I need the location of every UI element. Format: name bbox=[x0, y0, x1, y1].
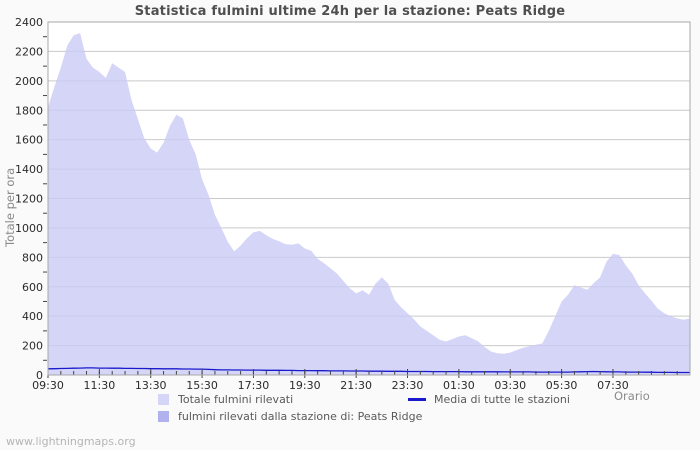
y-tick-label: 1400 bbox=[15, 163, 43, 176]
chart-title: Statistica fulmini ultime 24h per la sta… bbox=[134, 4, 566, 19]
legend-label-media: Media di tutte le stazioni bbox=[434, 393, 570, 406]
y-tick-label: 1000 bbox=[15, 222, 43, 235]
y-tick-label: 1200 bbox=[15, 193, 43, 206]
x-tick-label: 09:30 bbox=[32, 379, 64, 392]
legend-item-total: Totale fulmini rilevati bbox=[158, 393, 293, 406]
y-tick-label: 0 bbox=[36, 369, 43, 382]
x-tick-label: 01:30 bbox=[443, 379, 475, 392]
legend-label-total: Totale fulmini rilevati bbox=[178, 393, 294, 406]
y-tick-label: 2200 bbox=[15, 45, 43, 58]
legend-item-station: fulmini rilevati dalla stazione di: Peat… bbox=[158, 410, 422, 423]
y-tick-label: 600 bbox=[22, 281, 43, 294]
y-tick-label: 1800 bbox=[15, 104, 43, 117]
y-tick-label: 1600 bbox=[15, 134, 43, 147]
y-tick-label: 200 bbox=[22, 340, 43, 353]
watermark: www.lightningmaps.org bbox=[6, 435, 136, 448]
x-tick-label: 21:30 bbox=[340, 379, 372, 392]
y-tick-label: 2000 bbox=[15, 75, 43, 88]
x-tick-label: 13:30 bbox=[135, 379, 167, 392]
x-tick-label: 19:30 bbox=[289, 379, 321, 392]
media-line-swatch bbox=[408, 398, 426, 401]
total-area bbox=[48, 33, 690, 375]
total-area-swatch bbox=[158, 394, 169, 405]
x-axis-title: Orario bbox=[614, 389, 650, 403]
y-tick-label: 400 bbox=[22, 310, 43, 323]
x-tick-label: 17:30 bbox=[238, 379, 270, 392]
station-area-swatch bbox=[158, 411, 169, 422]
y-tick-label: 2400 bbox=[15, 16, 43, 29]
x-tick-label: 03:30 bbox=[494, 379, 526, 392]
y-tick-label: 800 bbox=[22, 251, 43, 264]
legend-label-station: fulmini rilevati dalla stazione di: Peat… bbox=[178, 410, 423, 423]
x-tick-label: 07:30 bbox=[597, 379, 629, 392]
legend-item-media: Media di tutte le stazioni bbox=[408, 393, 570, 406]
plot-border bbox=[47, 21, 691, 376]
x-tick-label: 11:30 bbox=[84, 379, 116, 392]
x-tick-label: 05:30 bbox=[546, 379, 578, 392]
x-tick-label: 23:30 bbox=[392, 379, 424, 392]
x-tick-label: 15:30 bbox=[186, 379, 218, 392]
